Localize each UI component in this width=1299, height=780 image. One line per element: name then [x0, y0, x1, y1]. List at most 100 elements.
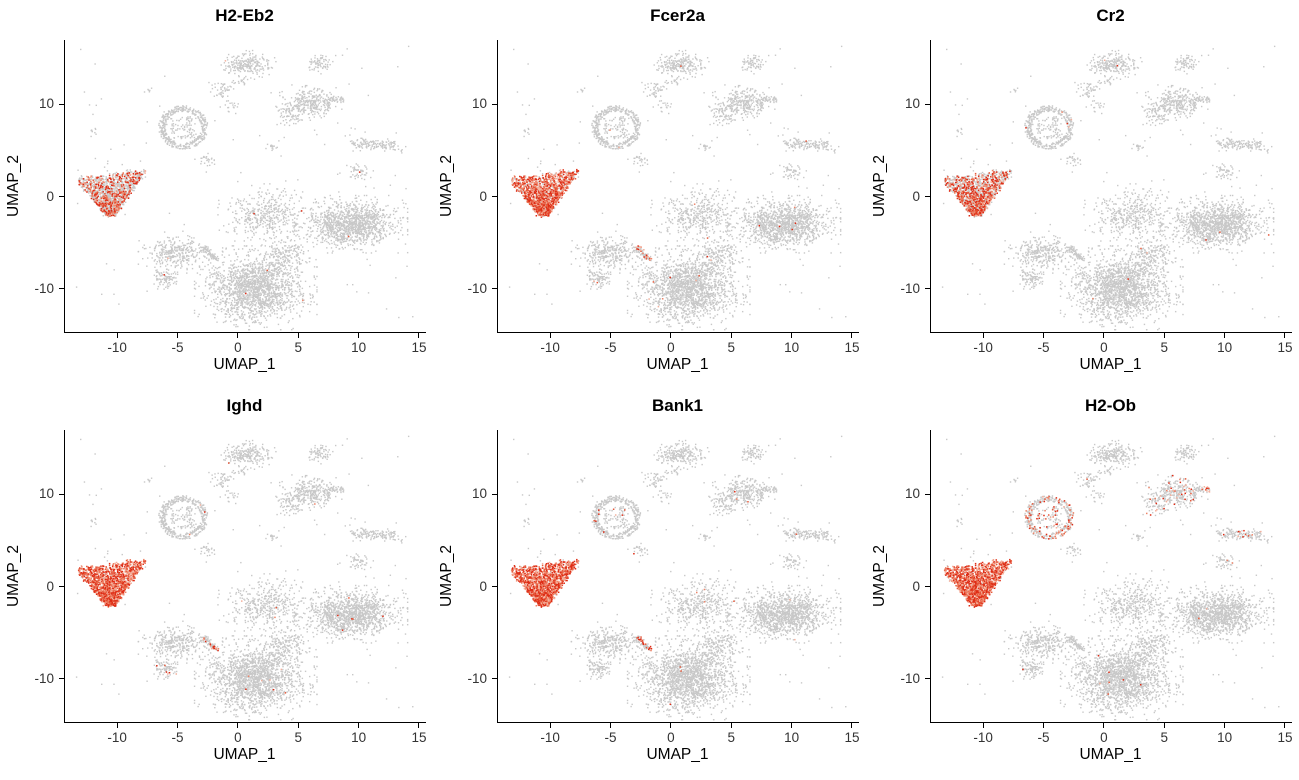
panel-title-Ighd: Ighd	[226, 396, 263, 415]
panel-title-Fcer2a: Fcer2a	[650, 6, 705, 25]
plot-area	[930, 40, 1292, 333]
scatter-canvas-Fcer2a	[498, 40, 859, 332]
x-axis-label: UMAP_1	[1079, 356, 1142, 373]
y-tick-label: 0	[912, 578, 920, 594]
y-tick-label: 0	[912, 188, 920, 204]
x-tick-label: 5	[1160, 340, 1168, 355]
x-tick-label: -5	[604, 340, 617, 355]
x-tick	[1284, 333, 1286, 338]
x-axis-label: UMAP_1	[646, 746, 709, 763]
y-tick	[492, 586, 497, 588]
y-tick-label: 10	[471, 486, 487, 502]
y-tick	[925, 586, 930, 588]
x-tick	[116, 723, 118, 728]
x-tick-label: 5	[727, 730, 735, 745]
x-tick	[730, 333, 732, 338]
x-tick-label: 10	[1217, 340, 1233, 355]
y-tick	[492, 196, 497, 198]
y-axis-label-text: UMAP_2	[5, 544, 22, 608]
x-tick	[549, 333, 551, 338]
x-tick	[1042, 333, 1044, 338]
x-tick-label: 0	[667, 730, 675, 745]
x-tick	[791, 723, 793, 728]
x-tick-label: 5	[294, 730, 302, 745]
x-tick-label: -10	[540, 730, 560, 745]
x-tick-label: 15	[1277, 340, 1293, 355]
y-tick	[59, 103, 64, 105]
y-tick-label: 0	[46, 188, 54, 204]
y-tick-label: -10	[467, 670, 487, 686]
umap-panel-Ighd: Ighd UMAP_2 -10 -5 0 5 10 15 -10 0 10 UMAP_1	[0, 390, 433, 780]
y-tick	[492, 103, 497, 105]
y-axis-label-text: UMAP_2	[438, 154, 455, 218]
x-tick-label: 15	[844, 730, 860, 745]
x-axis-label: UMAP_1	[646, 356, 709, 373]
x-tick	[297, 333, 299, 338]
y-tick	[492, 288, 497, 290]
y-tick	[925, 493, 930, 495]
x-tick	[358, 333, 360, 338]
y-axis-label-text: UMAP_2	[438, 544, 455, 608]
y-tick-label: 10	[38, 486, 54, 502]
x-tick	[982, 723, 984, 728]
x-tick-label: 10	[351, 340, 367, 355]
y-tick	[925, 196, 930, 198]
umap-panel-Fcer2a: Fcer2a UMAP_2 -10 -5 0 5 10 15 -10 0 10 UMAP_1	[433, 0, 866, 390]
y-axis-label-text: UMAP_2	[5, 154, 22, 218]
y-tick	[59, 196, 64, 198]
y-tick-label: 10	[904, 486, 920, 502]
plot-area	[497, 40, 859, 333]
scatter-canvas-Bank1	[498, 430, 859, 722]
x-tick-label: -5	[171, 340, 184, 355]
y-tick-label: 0	[479, 188, 487, 204]
y-tick	[492, 493, 497, 495]
x-tick	[358, 723, 360, 728]
umap-panel-H2-Ob: H2-Ob UMAP_2 -10 -5 0 5 10 15 -10 0 10 UMAP_1	[866, 390, 1299, 780]
x-tick	[609, 333, 611, 338]
panel-title-H2-Ob: H2-Ob	[1085, 396, 1136, 415]
umap-panel-Bank1: Bank1 UMAP_2 -10 -5 0 5 10 15 -10 0 10 UMAP_1	[433, 390, 866, 780]
y-axis-label-text: UMAP_2	[871, 154, 888, 218]
x-tick-label: 15	[844, 340, 860, 355]
scatter-canvas-Ighd	[65, 430, 426, 722]
y-tick-label: -10	[900, 280, 920, 296]
x-tick-label: 0	[1100, 730, 1108, 745]
x-tick	[730, 723, 732, 728]
x-tick	[1042, 723, 1044, 728]
x-tick-label: -10	[540, 340, 560, 355]
y-tick	[492, 678, 497, 680]
x-tick-label: -5	[171, 730, 184, 745]
x-axis-label: UMAP_1	[213, 356, 276, 373]
x-tick	[418, 333, 420, 338]
x-tick	[1103, 333, 1105, 338]
y-axis-label-text: UMAP_2	[871, 544, 888, 608]
x-tick	[237, 723, 239, 728]
plot-area	[497, 430, 859, 723]
x-tick-label: 5	[727, 340, 735, 355]
y-tick	[925, 103, 930, 105]
x-tick-label: -5	[604, 730, 617, 745]
x-tick	[116, 333, 118, 338]
x-tick	[670, 333, 672, 338]
y-tick-label: 10	[471, 96, 487, 112]
x-tick-label: -10	[107, 730, 127, 745]
x-axis-label: UMAP_1	[1079, 746, 1142, 763]
x-tick-label: 5	[294, 340, 302, 355]
x-tick-label: 10	[784, 340, 800, 355]
plot-area	[64, 40, 426, 333]
x-tick-label: 5	[1160, 730, 1168, 745]
x-tick-label: 0	[234, 340, 242, 355]
plot-area	[930, 430, 1292, 723]
x-tick	[851, 333, 853, 338]
x-tick-label: -5	[1037, 340, 1050, 355]
x-tick-label: -10	[973, 340, 993, 355]
x-tick-label: 10	[351, 730, 367, 745]
x-tick-label: 15	[411, 730, 427, 745]
x-tick-label: 15	[411, 340, 427, 355]
x-tick-label: -5	[1037, 730, 1050, 745]
plot-area	[64, 430, 426, 723]
y-tick-label: 0	[46, 578, 54, 594]
x-tick	[297, 723, 299, 728]
x-tick	[851, 723, 853, 728]
x-tick	[670, 723, 672, 728]
